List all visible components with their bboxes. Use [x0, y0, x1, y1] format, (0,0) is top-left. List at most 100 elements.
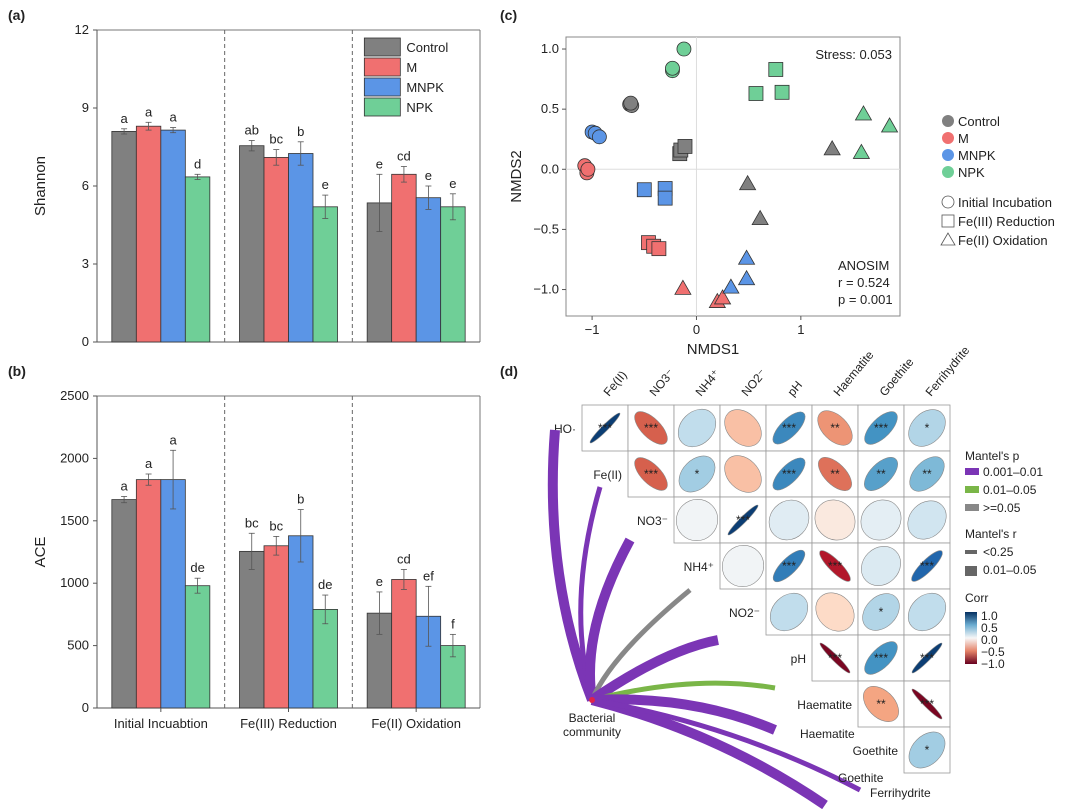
- significance-letter: cd: [397, 551, 411, 566]
- mantel-p-legend-title: Mantel's p: [965, 449, 1020, 463]
- significance-stars: ***: [828, 559, 842, 573]
- panel-label-d: (d): [500, 363, 518, 379]
- y-tick-label: 6: [82, 178, 89, 193]
- legend-label: Control: [958, 114, 1000, 129]
- goethite-link-label: Goethite: [838, 771, 884, 785]
- significance-letter: de: [318, 577, 332, 592]
- significance-stars: ***: [782, 467, 796, 481]
- bar-mnpk-2: [415, 197, 442, 343]
- correlation-ellipse: [675, 498, 719, 542]
- anosim-p: p = 0.001: [838, 292, 893, 307]
- mantel-r-label: 0.01–0.05: [983, 563, 1037, 577]
- mantel-r-swatch: [965, 566, 977, 576]
- bar-m-1: [263, 156, 289, 343]
- correlation-ellipse: [907, 500, 947, 540]
- correlation-ellipse: [772, 549, 806, 583]
- point-npk-square: [774, 84, 790, 100]
- correlation-ellipse: [907, 592, 947, 632]
- point-mnpk-triangle: [737, 249, 756, 265]
- mantel-p-swatch: [965, 486, 979, 493]
- legend-label: M: [406, 60, 417, 75]
- correlation-ellipse: [634, 411, 668, 445]
- point-npk-square: [748, 86, 764, 101]
- corr-tick-label: 0.5: [981, 621, 998, 635]
- correlation-ellipse: [911, 642, 943, 674]
- point-control-triangle: [751, 209, 769, 225]
- y-tick-label: 1500: [60, 513, 89, 528]
- point-mnpk-circle: [592, 129, 607, 145]
- y-tick-label: 0.0: [541, 161, 559, 176]
- nmds-scatter-plot: −1.0 −0.5 0.0 0.5 1.0 −1 0 1 NMDS1 NMDS2 Stress: 0…: [508, 36, 1055, 358]
- row-label: Goethite: [853, 744, 899, 758]
- legend-color-m: [942, 132, 954, 144]
- significance-letter: a: [169, 432, 177, 447]
- bar-mnpk-1: [288, 153, 314, 343]
- correlation-ellipse: [678, 455, 716, 493]
- heatmap-cell: [811, 634, 859, 682]
- bar-m-0: [135, 125, 162, 343]
- anosim-r: r = 0.524: [838, 275, 890, 290]
- ferrihydrite-link-label: Ferrihydrite: [870, 786, 931, 800]
- y-tick-label: 2500: [60, 388, 89, 403]
- bar-npk-2: [440, 206, 466, 343]
- correlation-ellipse: [862, 593, 900, 631]
- y-tick-label: 9: [82, 100, 89, 115]
- stress-annotation: Stress: 0.053: [815, 47, 892, 62]
- legend-label: MNPK: [406, 80, 444, 95]
- correlation-ellipse: [814, 499, 856, 541]
- significance-letter: bc: [269, 518, 283, 533]
- bar-mnpk-0: [160, 129, 186, 343]
- significance-letter: a: [120, 111, 128, 126]
- legend-swatch-control: [363, 37, 401, 57]
- significance-stars: ***: [598, 421, 612, 435]
- mantel-link: [591, 694, 777, 735]
- bar-npk-1: [312, 609, 338, 709]
- legend-label: MNPK: [958, 148, 996, 163]
- y-tick-label: −0.5: [533, 221, 559, 236]
- correlation-ellipse: [634, 457, 668, 491]
- correlation-ellipse: [772, 411, 806, 445]
- legend-color-control: [942, 115, 954, 127]
- significance-stars: **: [876, 467, 886, 481]
- correlation-ellipse: [818, 457, 852, 491]
- correlation-ellipse: [860, 499, 902, 541]
- bar-control-1: [239, 145, 265, 343]
- significance-stars: **: [876, 697, 886, 711]
- point-mnpk-triangle: [722, 278, 740, 294]
- correlation-ellipse: [724, 409, 762, 447]
- point-mnpk-triangle: [737, 269, 756, 286]
- correlation-ellipse: [724, 455, 762, 493]
- correlation-ellipse: [815, 592, 855, 632]
- x-tick-label: Fe(III) Reduction: [240, 716, 337, 731]
- bar-control-0: [111, 130, 137, 343]
- mantel-r-label: <0.25: [983, 545, 1014, 559]
- point-npk-circle: [676, 41, 692, 57]
- mantel-link: [589, 588, 692, 701]
- y-tick-label: 2000: [60, 450, 89, 465]
- significance-stars: ***: [920, 697, 934, 711]
- significance-stars: *: [925, 743, 930, 757]
- correlation-ellipse: [721, 544, 765, 588]
- point-mnpk-square: [636, 182, 652, 198]
- significance-stars: ***: [644, 421, 658, 435]
- column-label: Goethite: [877, 355, 917, 399]
- bar-control-0: [111, 499, 137, 709]
- significance-stars: ***: [828, 651, 842, 665]
- significance-letter: bc: [269, 132, 283, 147]
- mantel-correlation-heatmap: Fe(II) NO3⁻ NH4⁺ NO2⁻ pH Haematite Goethite Fer…: [547, 343, 1043, 809]
- mantel-link: [591, 697, 862, 793]
- mantel-link: [585, 537, 635, 701]
- corr-tick-label: 0.0: [981, 633, 998, 647]
- source-label-line2: community: [563, 725, 621, 739]
- correlation-ellipse: [772, 457, 806, 491]
- legend-label: NPK: [958, 165, 985, 180]
- correlation-ellipse: [861, 546, 901, 586]
- mantel-p-label: 0.01–0.05: [983, 483, 1037, 497]
- correlation-ellipse: [768, 499, 810, 541]
- row-label: NO3⁻: [637, 514, 668, 528]
- y-tick-label: 0: [82, 700, 89, 715]
- y-tick-label: 1000: [60, 575, 89, 590]
- significance-letter: a: [145, 104, 153, 119]
- panel-label-c: (c): [500, 7, 517, 23]
